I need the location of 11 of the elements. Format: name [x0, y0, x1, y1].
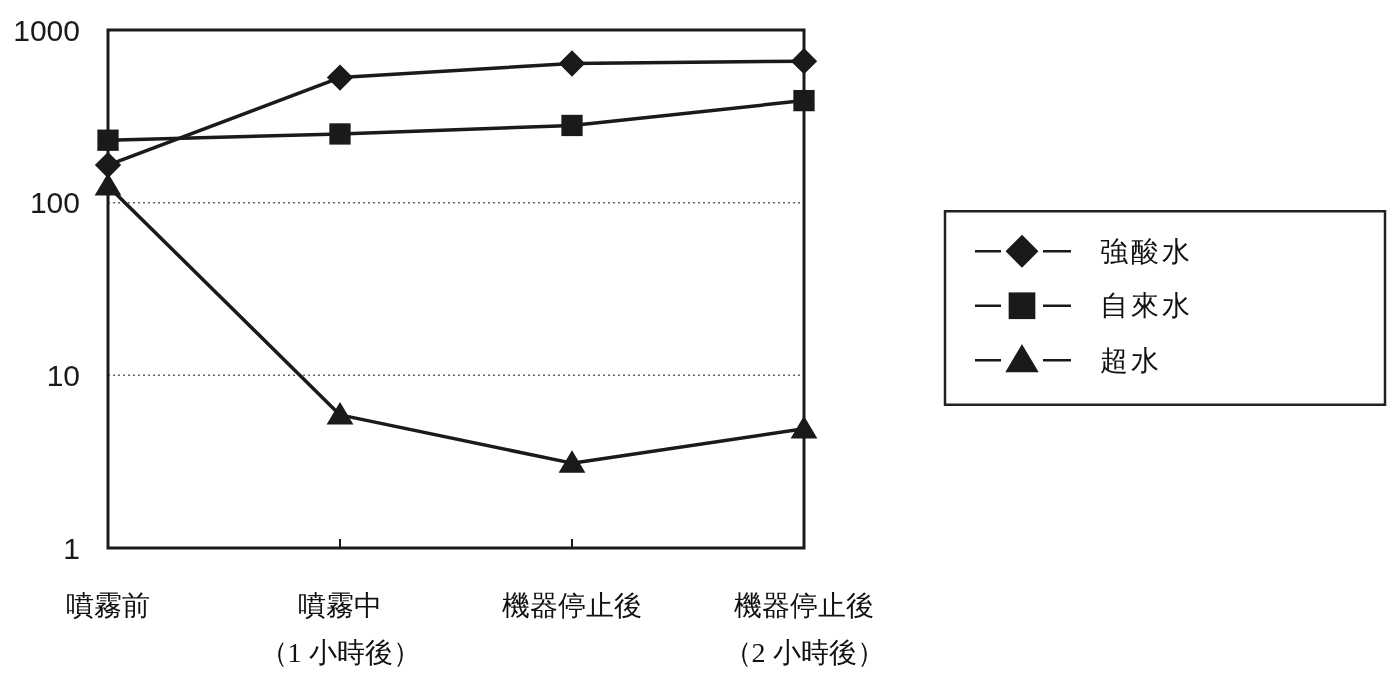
x-tick-label: 機器停止後（2 小時後） [723, 589, 885, 668]
y-tick-label: 1000 [13, 13, 80, 47]
x-tick-label: 噴霧前 [66, 589, 150, 621]
y-tick-label: 1 [63, 531, 80, 565]
x-tick-label: 噴霧中（1 小時後） [259, 589, 421, 668]
legend-label: 自來水 [1100, 290, 1193, 322]
legend-label: 超水 [1100, 344, 1162, 376]
y-tick-label: 100 [29, 186, 80, 220]
x-tick-label: 機器停止後 [502, 589, 642, 621]
y-tick-label: 10 [46, 358, 80, 392]
legend-label: 強酸水 [1100, 235, 1193, 267]
